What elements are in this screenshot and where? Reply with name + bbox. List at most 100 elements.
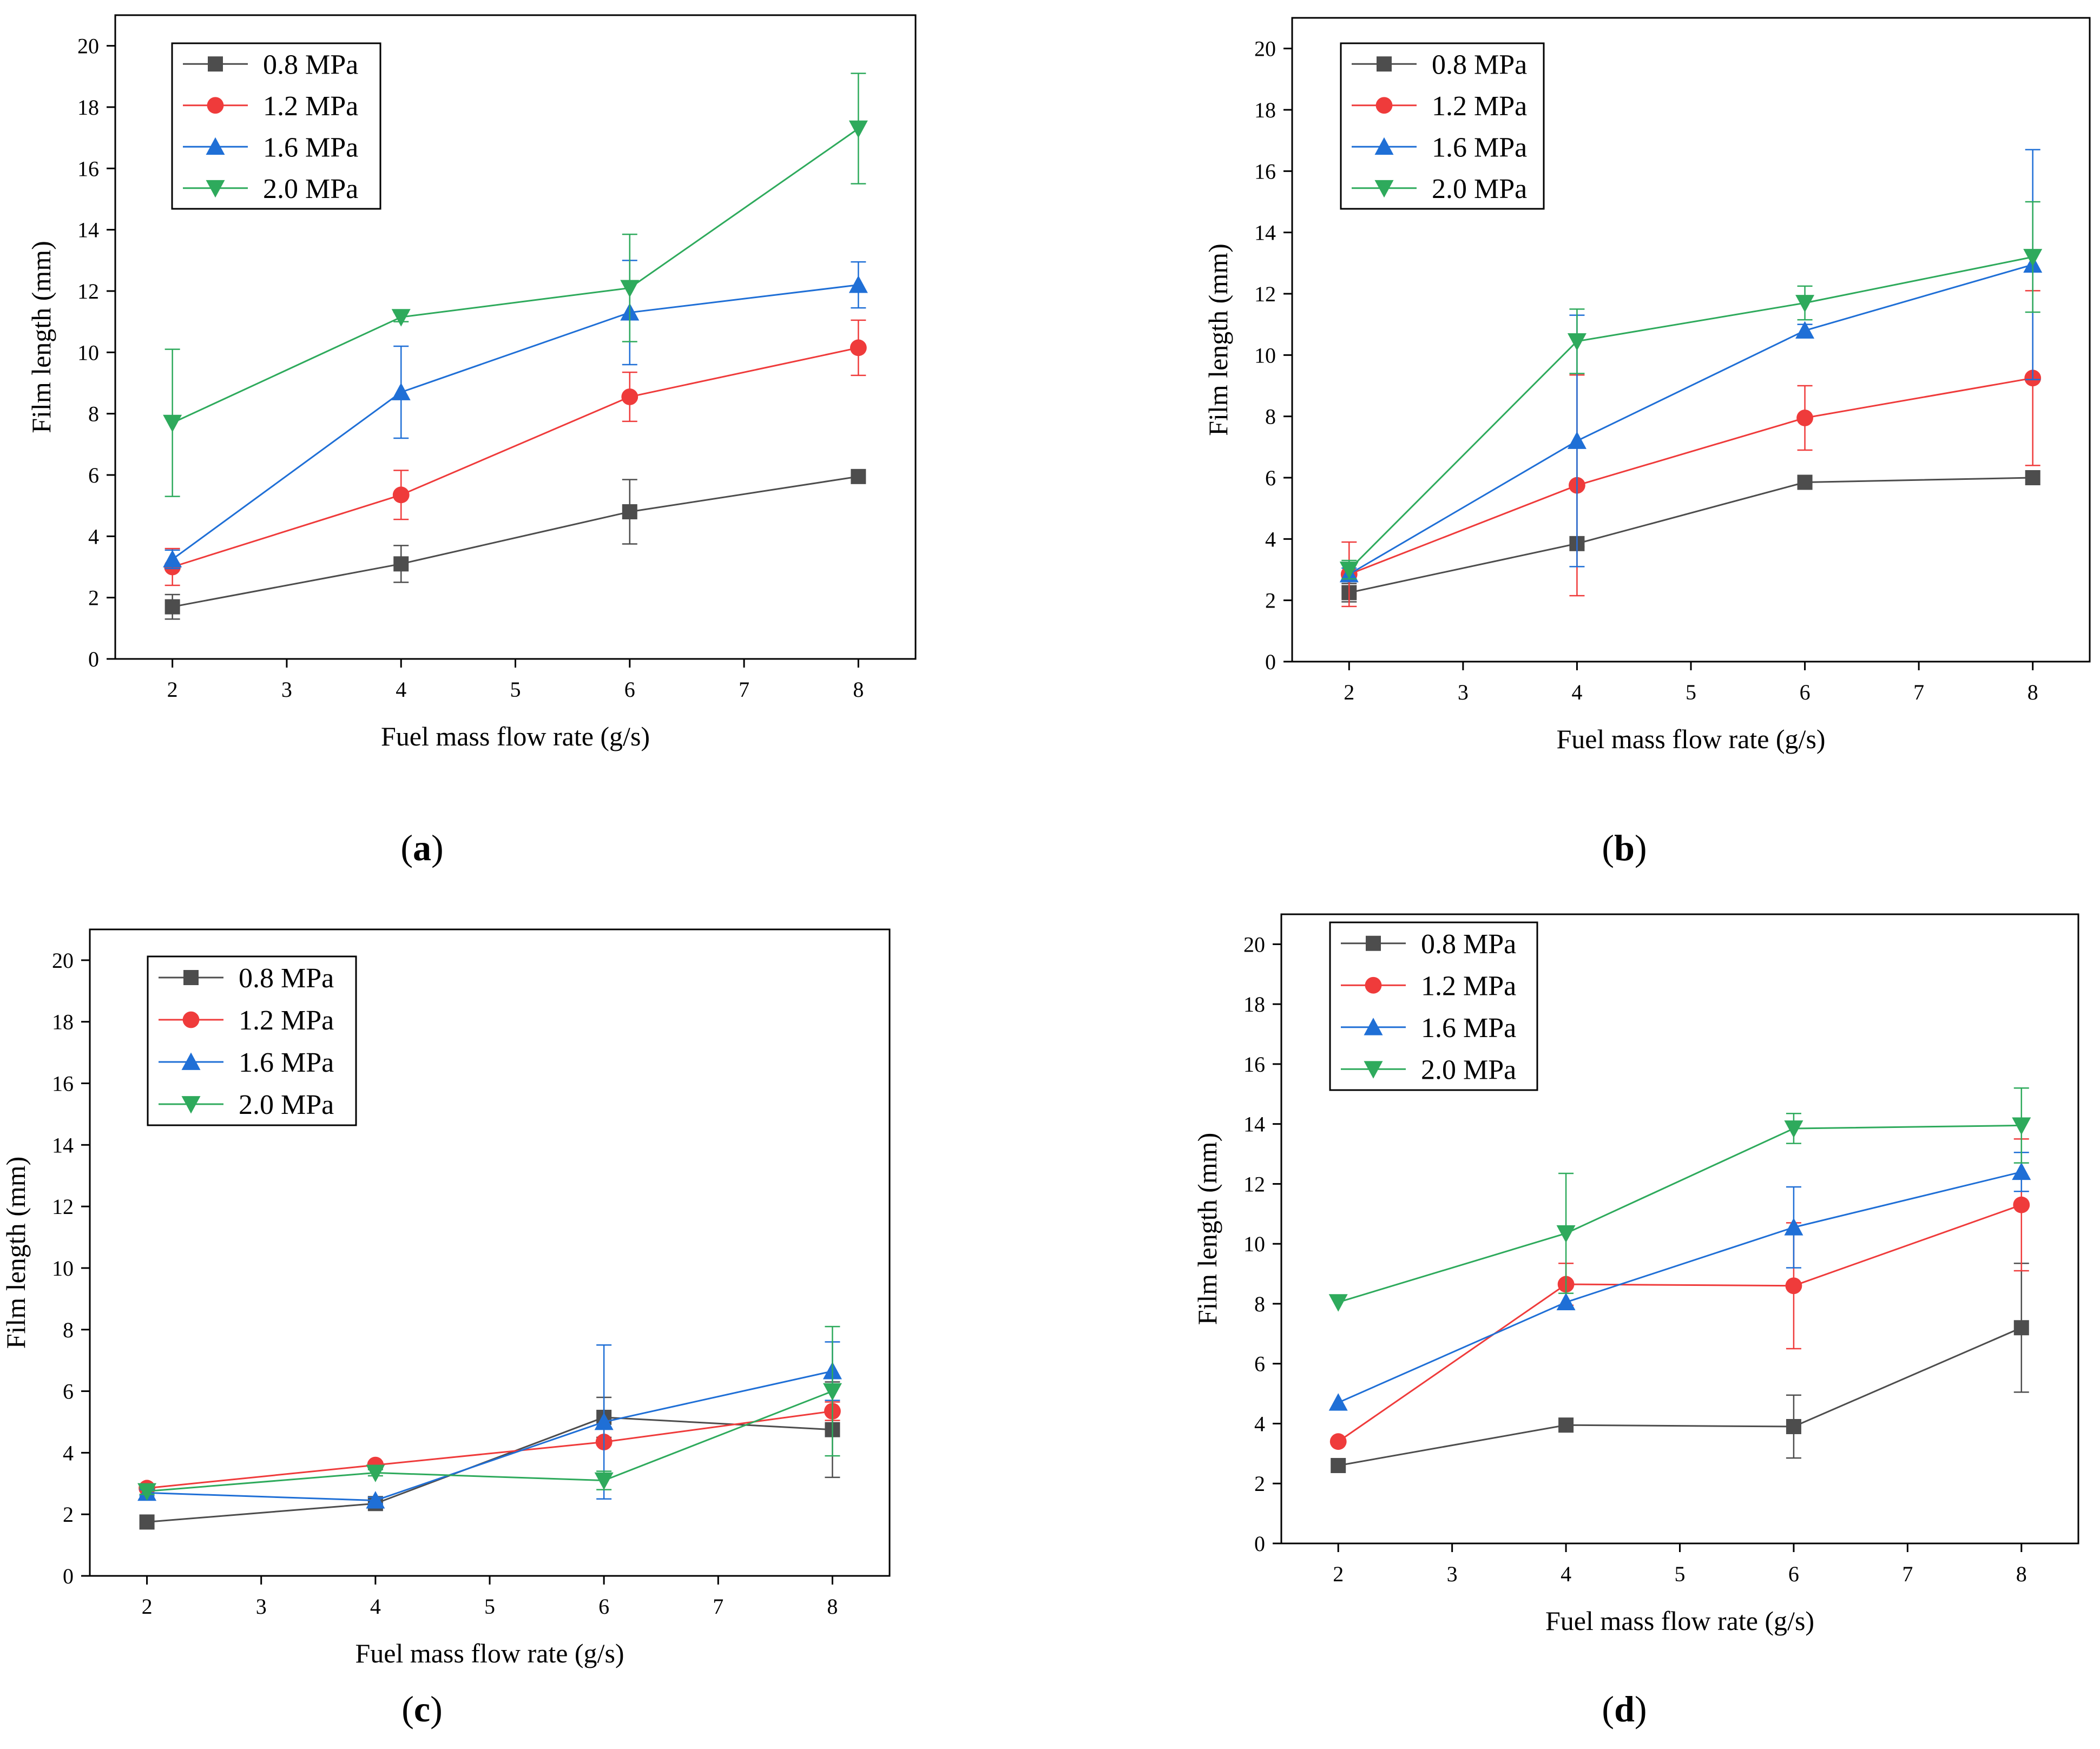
x-axis-title: Fuel mass flow rate (g/s) <box>1556 724 1825 754</box>
legend-label: 1.6 MPa <box>1421 1013 1516 1044</box>
legend-marker <box>208 56 223 72</box>
data-point <box>1331 1458 1346 1474</box>
panel-label-letter: a <box>413 827 431 868</box>
y-tick-label: 4 <box>88 524 99 549</box>
data-point <box>1339 562 1359 579</box>
series-line <box>1338 1171 2022 1404</box>
series-4 <box>1328 1087 2031 1312</box>
panel-label-close: ) <box>1635 827 1647 868</box>
y-tick-label: 16 <box>1243 1052 1265 1077</box>
series-line <box>172 128 859 424</box>
y-tick-label: 18 <box>1243 992 1265 1017</box>
y-tick-label: 8 <box>1254 1292 1265 1316</box>
legend-label: 0.8 MPa <box>239 963 334 994</box>
data-point <box>393 556 409 572</box>
legend-label: 2.0 MPa <box>263 174 358 204</box>
series-3 <box>1328 1152 2031 1411</box>
y-axis-title: Film length (mm) <box>1 1157 31 1349</box>
data-point <box>1796 410 1813 426</box>
y-tick-label: 6 <box>63 1380 74 1404</box>
data-point <box>163 414 182 433</box>
legend: 0.8 MPa 1.2 MPa 1.6 MPa 2.0 MPa <box>1340 42 1545 210</box>
panel-label-open: ( <box>1602 827 1614 868</box>
y-tick-label: 12 <box>77 279 99 303</box>
panel-label-close: ) <box>1635 1688 1647 1730</box>
data-point <box>594 1472 614 1490</box>
data-point <box>848 120 868 138</box>
legend: 0.8 MPa 1.2 MPa 1.6 MPa 2.0 MPa <box>1329 921 1538 1091</box>
data-point <box>2013 1196 2030 1213</box>
data-point <box>163 550 182 567</box>
series-line <box>1348 263 2033 575</box>
panel-label-close: ) <box>431 827 444 868</box>
data-point <box>391 382 411 400</box>
data-point <box>1328 1393 1348 1411</box>
series-2 <box>139 1401 841 1497</box>
y-tick-label: 20 <box>1254 37 1276 61</box>
data-point <box>2012 1162 2031 1180</box>
data-point <box>2025 470 2040 485</box>
x-tick-label: 2 <box>142 1594 153 1619</box>
series-line <box>1338 1124 2022 1303</box>
y-tick-label: 14 <box>77 218 99 242</box>
x-tick-label: 4 <box>1561 1562 1571 1586</box>
data-point <box>1797 474 1813 490</box>
data-point <box>2013 1320 2029 1336</box>
legend-label: 2.0 MPa <box>239 1090 334 1120</box>
y-tick-label: 14 <box>1254 221 1276 245</box>
y-tick-label: 20 <box>1243 932 1265 956</box>
legend-label: 1.2 MPa <box>1432 91 1527 122</box>
series-line <box>1348 256 2033 571</box>
series-2 <box>164 319 867 586</box>
panel-label-letter: b <box>1614 827 1635 868</box>
y-tick-label: 16 <box>77 156 99 181</box>
x-tick-label: 5 <box>1686 680 1696 704</box>
legend-marker <box>206 180 225 198</box>
data-point <box>2023 249 2043 267</box>
legend-marker <box>183 970 199 985</box>
series-line <box>1348 377 2033 575</box>
data-point <box>1556 1292 1576 1311</box>
data-point <box>1567 333 1586 351</box>
data-point <box>164 599 180 615</box>
series-4 <box>163 72 868 497</box>
series-line <box>172 476 859 608</box>
y-tick-label: 2 <box>1265 589 1276 613</box>
legend-label: 1.6 MPa <box>263 132 358 163</box>
y-tick-label: 2 <box>1254 1471 1265 1496</box>
y-axis-title: Film length (mm) <box>1192 1133 1222 1325</box>
x-axis-title: Fuel mass flow rate (g/s) <box>381 721 650 751</box>
data-point <box>1329 1433 1347 1450</box>
x-tick-label: 4 <box>1571 680 1582 704</box>
data-point <box>1784 1120 1803 1138</box>
x-tick-label: 6 <box>1788 1562 1799 1586</box>
legend-label: 1.6 MPa <box>239 1047 334 1078</box>
series-line <box>1338 1326 2022 1467</box>
legend-marker <box>206 137 225 155</box>
data-point <box>1328 1294 1348 1312</box>
legend-label: 1.2 MPa <box>239 1005 334 1036</box>
series-line <box>172 284 859 560</box>
data-point <box>1785 1277 1802 1295</box>
data-point <box>2012 1117 2031 1135</box>
x-tick-label: 2 <box>167 677 178 702</box>
y-tick-label: 6 <box>1254 1352 1265 1376</box>
x-tick-label: 7 <box>1902 1562 1913 1586</box>
data-point <box>366 1491 385 1509</box>
series-1 <box>1331 1262 2029 1474</box>
data-point <box>392 486 410 504</box>
x-tick-label: 3 <box>256 1594 267 1619</box>
series-3 <box>1339 149 2043 583</box>
x-tick-label: 8 <box>827 1594 838 1619</box>
data-point <box>1795 321 1815 339</box>
y-tick-label: 18 <box>1254 98 1276 122</box>
panel-label: (d) <box>1602 1688 1647 1730</box>
x-tick-label: 2 <box>1333 1562 1344 1586</box>
y-tick-label: 0 <box>1265 650 1276 674</box>
legend-marker <box>181 1052 201 1070</box>
series-2 <box>1329 1138 2030 1450</box>
y-tick-label: 14 <box>52 1133 74 1157</box>
legend-marker <box>1377 56 1392 72</box>
legend-marker <box>181 1096 201 1114</box>
